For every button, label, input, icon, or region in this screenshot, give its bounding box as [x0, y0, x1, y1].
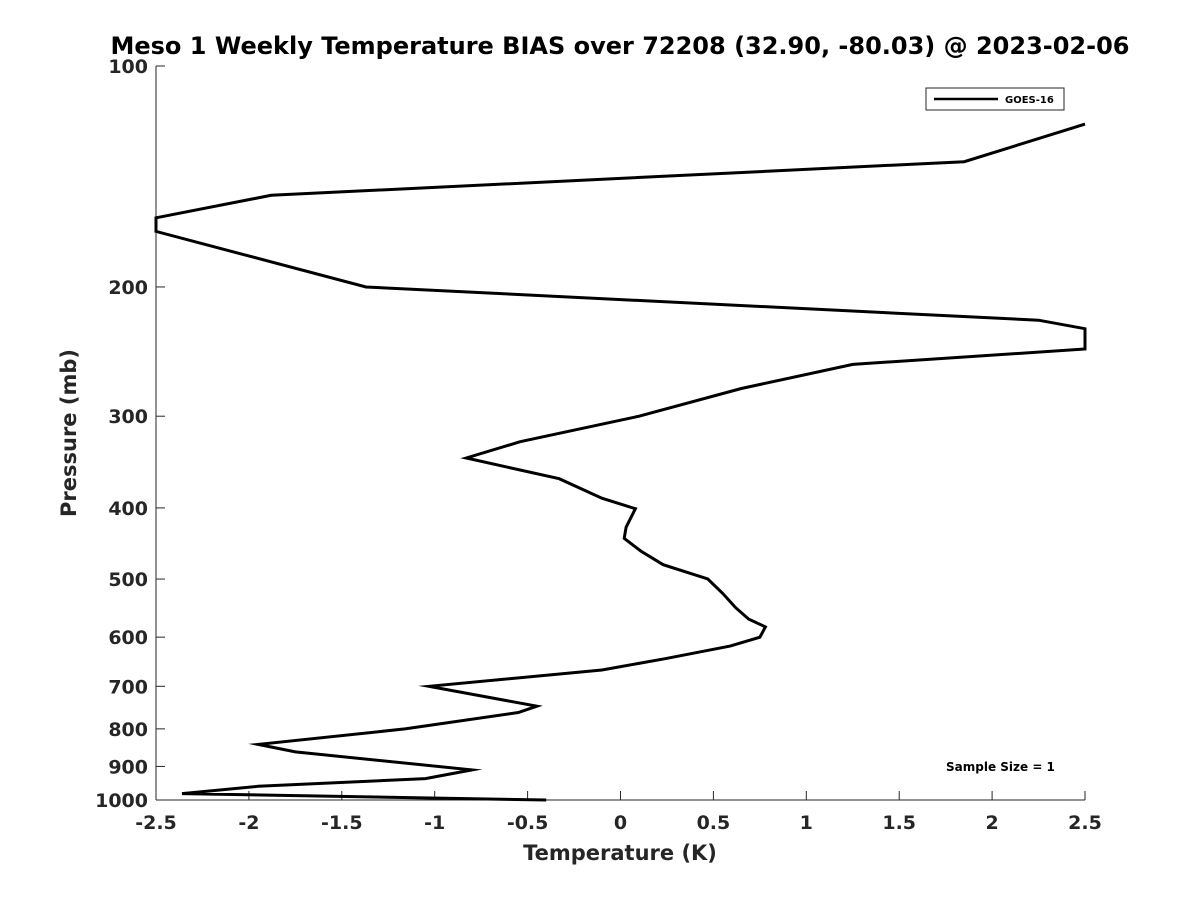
x-tick-label: 0.5 — [697, 812, 731, 834]
y-axis-label: Pressure (mb) — [57, 349, 81, 517]
chart-title: Meso 1 Weekly Temperature BIAS over 7220… — [110, 32, 1129, 60]
sample-size-annotation: Sample Size = 1 — [946, 760, 1055, 774]
x-tick-label: 2.5 — [1068, 812, 1102, 834]
x-tick-label: -1.5 — [321, 812, 363, 834]
y-tick-label: 1000 — [95, 790, 148, 812]
x-axis-ticks: -2.5 -2 -1.5 -1 -0.5 0 0.5 1 1.5 2 2.5 — [135, 791, 1102, 834]
x-tick-label: 1.5 — [882, 812, 916, 834]
series-layer — [154, 122, 1087, 802]
y-tick-label: 400 — [108, 498, 148, 520]
y-tick-label: 200 — [108, 277, 148, 299]
x-tick-label: -2 — [238, 812, 259, 834]
x-tick-label: -2.5 — [135, 812, 177, 834]
x-tick-label: 0 — [614, 812, 627, 834]
x-axis-label: Temperature (K) — [523, 841, 717, 865]
y-tick-label: 600 — [108, 627, 148, 649]
legend: GOES-16 — [925, 87, 1065, 111]
y-tick-label: 500 — [108, 569, 148, 591]
y-tick-label: 100 — [108, 56, 148, 78]
series-line-goes-16 — [154, 122, 1087, 802]
y-tick-label: 900 — [108, 756, 148, 778]
x-tick-label: 1 — [800, 812, 813, 834]
legend-label-goes-16: GOES-16 — [1005, 95, 1054, 106]
y-tick-label: 700 — [108, 676, 148, 698]
x-tick-label: 2 — [985, 812, 998, 834]
y-tick-label: 800 — [108, 719, 148, 741]
y-axis-ticks: 100 200 300 400 500 600 700 800 900 1000 — [95, 56, 165, 812]
y-tick-label: 300 — [108, 406, 148, 428]
x-tick-label: -1 — [424, 812, 445, 834]
x-tick-label: -0.5 — [507, 812, 549, 834]
